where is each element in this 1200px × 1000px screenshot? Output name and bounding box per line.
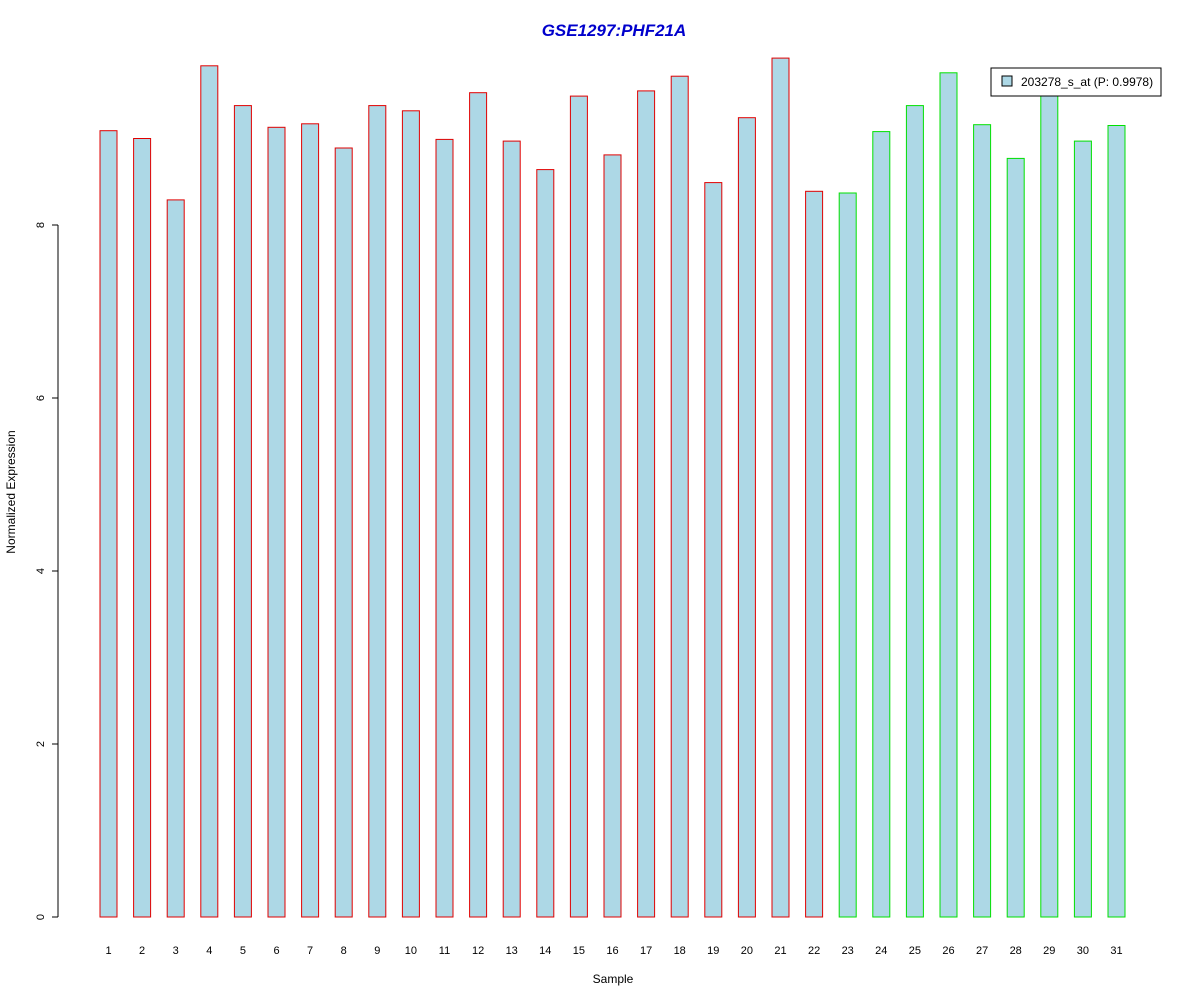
x-tick-label: 21 bbox=[774, 945, 786, 957]
bar-sample-14 bbox=[536, 169, 555, 918]
x-tick-label: 8 bbox=[341, 945, 347, 957]
y-tick-label: 6 bbox=[35, 395, 47, 401]
y-axis-title: Normalized Expression bbox=[4, 430, 18, 553]
bar-sample-16 bbox=[603, 154, 622, 918]
bar-sample-17 bbox=[637, 90, 656, 918]
x-tick-label: 23 bbox=[842, 945, 854, 957]
bar-sample-15 bbox=[569, 95, 588, 918]
x-tick-label: 1 bbox=[105, 945, 111, 957]
bar-sample-8 bbox=[334, 147, 353, 918]
bar-sample-21 bbox=[771, 57, 790, 918]
bar-sample-28 bbox=[1006, 157, 1025, 918]
legend-label: 203278_s_at (P: 0.9978) bbox=[1021, 75, 1153, 89]
x-tick-label: 16 bbox=[606, 945, 618, 957]
y-tick-label: 4 bbox=[35, 568, 47, 574]
bar-sample-22 bbox=[805, 190, 824, 918]
y-tick-label: 0 bbox=[35, 914, 47, 920]
x-tick-label: 19 bbox=[707, 945, 719, 957]
x-tick-label: 14 bbox=[539, 945, 551, 957]
y-tick-label: 2 bbox=[35, 741, 47, 747]
x-tick-labels: 1 2 3 4 5 6 7 8 9 10 11 12 13 14 15 16 17 18 19 20 21 22 23 24 2… bbox=[105, 945, 1122, 957]
x-tick-label: 25 bbox=[909, 945, 921, 957]
bar-sample-3 bbox=[166, 199, 185, 918]
x-tick-label: 6 bbox=[273, 945, 279, 957]
x-tick-label: 26 bbox=[942, 945, 954, 957]
bar-sample-2 bbox=[133, 138, 152, 918]
x-tick-label: 11 bbox=[439, 945, 450, 957]
bar-sample-23 bbox=[838, 192, 857, 918]
bars-group bbox=[99, 57, 1126, 918]
bar-sample-12 bbox=[469, 92, 488, 918]
legend-box bbox=[990, 67, 1162, 97]
x-tick-label: 13 bbox=[506, 945, 518, 957]
y-tick-label: 8 bbox=[35, 222, 47, 228]
bar-sample-26 bbox=[939, 72, 958, 918]
x-tick-label: 15 bbox=[573, 945, 585, 957]
x-tick-label: 30 bbox=[1077, 945, 1089, 957]
x-tick-label: 22 bbox=[808, 945, 820, 957]
x-tick-label: 27 bbox=[976, 945, 988, 957]
bar-sample-25 bbox=[905, 105, 924, 918]
bar-sample-1 bbox=[99, 130, 118, 918]
x-tick-label: 17 bbox=[640, 945, 652, 957]
y-axis: 0 2 4 6 8 bbox=[35, 222, 59, 920]
bar-sample-31 bbox=[1107, 125, 1126, 918]
bar-sample-30 bbox=[1073, 140, 1092, 918]
x-tick-label: 2 bbox=[139, 945, 145, 957]
x-tick-label: 20 bbox=[741, 945, 753, 957]
chart-title: GSE1297:PHF21A bbox=[542, 21, 687, 40]
x-tick-label: 4 bbox=[206, 945, 212, 957]
x-tick-label: 10 bbox=[405, 945, 417, 957]
bar-sample-24 bbox=[872, 131, 891, 918]
bar-sample-11 bbox=[435, 138, 454, 918]
x-tick-label: 31 bbox=[1110, 945, 1122, 957]
x-tick-label: 12 bbox=[472, 945, 484, 957]
x-tick-label: 9 bbox=[374, 945, 380, 957]
x-tick-label: 24 bbox=[875, 945, 887, 957]
bar-sample-19 bbox=[704, 182, 723, 918]
legend: 203278_s_at (P: 0.9978) bbox=[990, 67, 1162, 97]
bar-sample-20 bbox=[737, 117, 756, 918]
bar-sample-18 bbox=[670, 75, 689, 918]
x-tick-label: 7 bbox=[307, 945, 313, 957]
bar-sample-9 bbox=[368, 105, 387, 918]
bar-sample-5 bbox=[233, 105, 252, 918]
bar-sample-6 bbox=[267, 126, 286, 918]
bar-sample-7 bbox=[301, 123, 320, 918]
legend-swatch bbox=[1001, 75, 1013, 87]
x-tick-label: 3 bbox=[173, 945, 179, 957]
bar-sample-10 bbox=[401, 110, 420, 918]
x-tick-label: 29 bbox=[1043, 945, 1055, 957]
bar-sample-27 bbox=[973, 124, 992, 918]
x-tick-label: 28 bbox=[1010, 945, 1022, 957]
x-axis-title: Sample bbox=[593, 972, 634, 986]
bar-sample-29 bbox=[1040, 85, 1059, 918]
x-tick-label: 18 bbox=[674, 945, 686, 957]
bar-sample-4 bbox=[200, 65, 219, 918]
bar-sample-13 bbox=[502, 140, 521, 918]
x-tick-label: 5 bbox=[240, 945, 246, 957]
